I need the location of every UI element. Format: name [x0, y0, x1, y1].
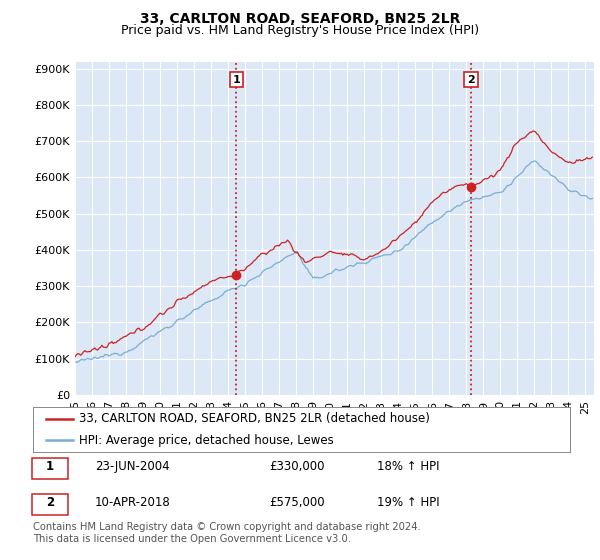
- FancyBboxPatch shape: [32, 458, 68, 479]
- Text: 1: 1: [232, 74, 240, 85]
- Text: 2: 2: [46, 496, 54, 509]
- FancyBboxPatch shape: [32, 494, 68, 515]
- Text: 2: 2: [467, 74, 475, 85]
- Text: 10-APR-2018: 10-APR-2018: [95, 496, 170, 509]
- Text: 18% ↑ HPI: 18% ↑ HPI: [377, 460, 439, 473]
- Text: £330,000: £330,000: [269, 460, 325, 473]
- Text: HPI: Average price, detached house, Lewes: HPI: Average price, detached house, Lewe…: [79, 433, 334, 446]
- Text: £575,000: £575,000: [269, 496, 325, 509]
- Text: 1: 1: [46, 460, 54, 473]
- Text: Contains HM Land Registry data © Crown copyright and database right 2024.
This d: Contains HM Land Registry data © Crown c…: [33, 522, 421, 544]
- Text: 33, CARLTON ROAD, SEAFORD, BN25 2LR (detached house): 33, CARLTON ROAD, SEAFORD, BN25 2LR (det…: [79, 413, 430, 426]
- Text: 33, CARLTON ROAD, SEAFORD, BN25 2LR: 33, CARLTON ROAD, SEAFORD, BN25 2LR: [140, 12, 460, 26]
- Text: 23-JUN-2004: 23-JUN-2004: [95, 460, 169, 473]
- Text: 19% ↑ HPI: 19% ↑ HPI: [377, 496, 439, 509]
- Text: Price paid vs. HM Land Registry's House Price Index (HPI): Price paid vs. HM Land Registry's House …: [121, 24, 479, 36]
